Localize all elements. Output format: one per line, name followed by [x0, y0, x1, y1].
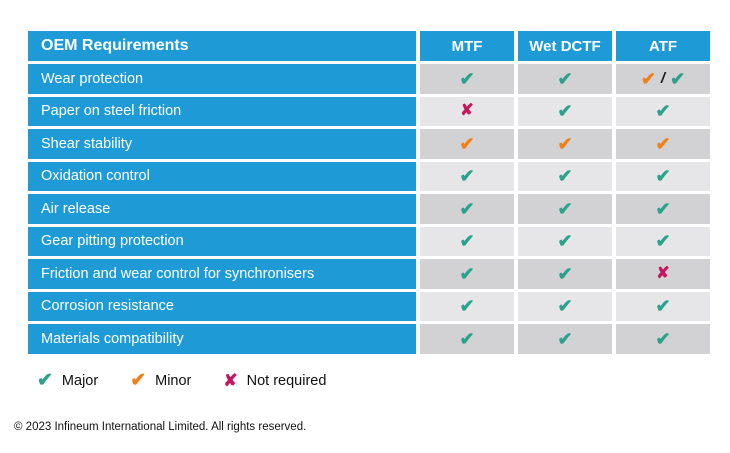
minor-check-icon: ✔: [655, 133, 671, 154]
major-check-icon: ✔: [37, 370, 53, 391]
major-check-icon: ✔: [557, 68, 573, 89]
minor-check-icon: ✔: [557, 133, 573, 154]
mark-cell: ✔: [518, 324, 612, 354]
major-check-icon: ✔: [459, 166, 475, 187]
major-check-icon: ✔: [459, 263, 475, 284]
row-label: Friction and wear control for synchronis…: [28, 259, 416, 289]
mark-cell: ✔: [518, 194, 612, 224]
legend-label: Major: [61, 372, 99, 389]
mark-cell: ✔: [420, 194, 514, 224]
mark-cell: ✔: [616, 291, 710, 321]
minor-check-icon: ✔: [130, 370, 147, 391]
major-check-icon: ✔: [459, 328, 475, 349]
mark-cell: ✔: [518, 129, 612, 159]
major-check-icon: ✔: [655, 198, 671, 219]
row-label: Gear pitting protection: [28, 226, 416, 256]
mark-cell: ✔: [518, 259, 612, 289]
mark-cell: ✔: [616, 194, 710, 224]
major-check-icon: ✔: [557, 166, 573, 187]
major-check-icon: ✔: [655, 231, 671, 252]
mark-cell: ✔: [518, 64, 612, 94]
legend-item-major: ✔ Major: [37, 371, 98, 390]
mark-cell: ✘: [420, 96, 514, 126]
copyright-text: © 2023 Infineum International Limited. A…: [14, 421, 307, 433]
row-label: Shear stability: [28, 129, 416, 159]
legend: ✔ Major ✔ Minor ✘ Not required: [37, 371, 326, 390]
row-label: Wear protection: [28, 64, 416, 94]
major-check-icon: ✔: [459, 68, 475, 89]
minor-check-icon: ✔: [459, 133, 475, 154]
row-label: Corrosion resistance: [28, 291, 416, 321]
mark-cell: ✔: [420, 291, 514, 321]
major-check-icon: ✔: [655, 296, 671, 317]
column-header-atf: ATF: [616, 31, 710, 61]
mark-cell: ✔: [518, 226, 612, 256]
not-required-icon: ✘: [223, 371, 238, 390]
major-check-icon: ✔: [670, 68, 686, 89]
mark-cell: ✔: [518, 96, 612, 126]
major-check-icon: ✔: [655, 101, 671, 122]
legend-label: Not required: [246, 372, 327, 389]
mark-cell: ✔: [616, 161, 710, 191]
mark-cell: ✔: [420, 129, 514, 159]
legend-item-not-required: ✘ Not required: [223, 372, 326, 389]
mark-cell: ✔: [616, 226, 710, 256]
major-check-icon: ✔: [459, 198, 475, 219]
oem-comparison-table: OEM Requirements MTF Wet DCTF ATF Wear prote…: [28, 31, 710, 354]
major-check-icon: ✔: [459, 231, 475, 252]
mark-cell: ✘: [616, 259, 710, 289]
major-check-icon: ✔: [655, 328, 671, 349]
mark-cell: ✔: [616, 324, 710, 354]
major-check-icon: ✔: [557, 231, 573, 252]
legend-label: Minor: [155, 372, 192, 389]
table-header-requirements: OEM Requirements: [28, 31, 416, 61]
mark-cell: ✔: [420, 259, 514, 289]
not-required-icon: ✘: [460, 102, 474, 120]
major-check-icon: ✔: [655, 166, 671, 187]
row-label: Oxidation control: [28, 161, 416, 191]
column-header-wet-dctf: Wet DCTF: [518, 31, 612, 61]
column-header-mtf: MTF: [420, 31, 514, 61]
not-required-icon: ✘: [656, 264, 670, 282]
mark-cell: ✔: [420, 226, 514, 256]
mark-cell: ✔: [420, 64, 514, 94]
mark-cell: ✔ / ✔: [616, 64, 710, 94]
row-label: Paper on steel friction: [28, 96, 416, 126]
major-check-icon: ✔: [557, 296, 573, 317]
row-label: Air release: [28, 194, 416, 224]
minor-check-icon: ✔: [640, 68, 656, 89]
row-label: Materials compatibility: [28, 324, 416, 354]
slash-separator: /: [660, 70, 666, 88]
legend-item-minor: ✔ Minor: [130, 371, 191, 390]
mark-cell: ✔: [420, 324, 514, 354]
major-check-icon: ✔: [557, 198, 573, 219]
major-check-icon: ✔: [557, 328, 573, 349]
mark-cell: ✔: [518, 161, 612, 191]
mark-cell: ✔: [518, 291, 612, 321]
major-check-icon: ✔: [557, 263, 573, 284]
mark-cell: ✔: [420, 161, 514, 191]
mark-cell: ✔: [616, 129, 710, 159]
major-check-icon: ✔: [459, 296, 475, 317]
major-check-icon: ✔: [557, 101, 573, 122]
mark-cell: ✔: [616, 96, 710, 126]
